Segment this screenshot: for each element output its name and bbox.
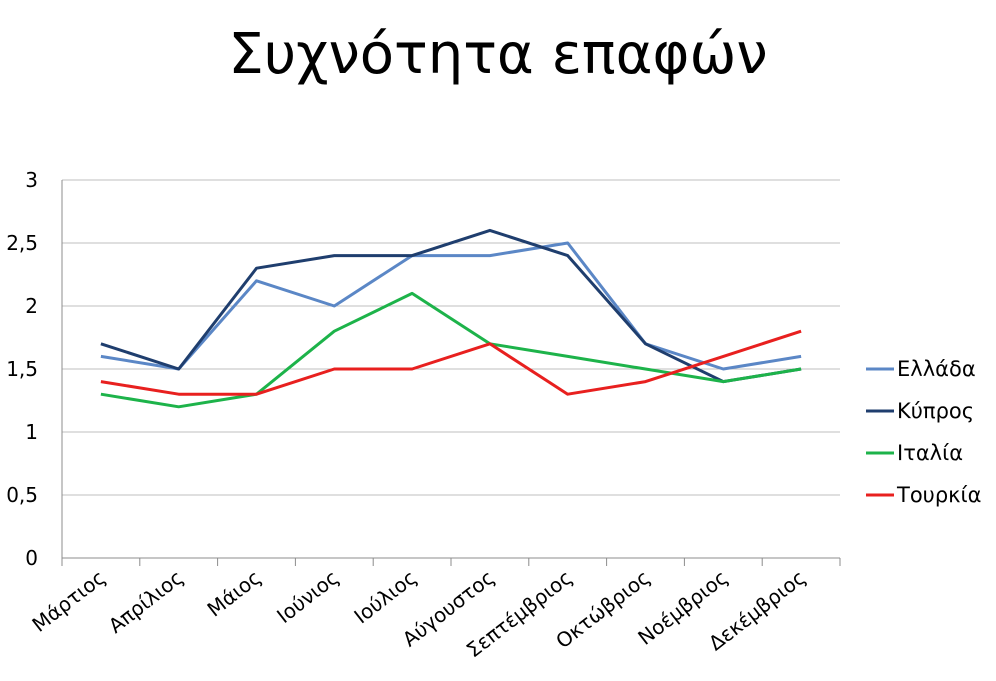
x-tick-label: Ιούνιος xyxy=(272,565,343,628)
y-tick-label: 1,5 xyxy=(6,357,38,381)
chart-title: Συχνότητα επαφών xyxy=(228,22,768,87)
x-tick-label: Μάρτιος xyxy=(27,565,109,637)
series-line xyxy=(100,228,802,384)
series-line xyxy=(100,329,802,396)
series-lines xyxy=(100,228,802,409)
legend-label: Κύπρος xyxy=(897,399,974,423)
y-tick-label: 3 xyxy=(25,168,38,192)
axes xyxy=(61,180,841,566)
y-tick-label: 2 xyxy=(25,294,38,318)
legend-item: Τουρκία xyxy=(866,483,981,507)
gridlines xyxy=(62,179,840,496)
legend-label: Ελλάδα xyxy=(897,357,976,381)
x-tick-label: Ιούλιος xyxy=(349,565,421,628)
series-line xyxy=(100,291,802,409)
legend-label: Ιταλία xyxy=(897,441,963,465)
y-tick-label: 1 xyxy=(25,420,38,444)
legend-label: Τουρκία xyxy=(896,483,981,507)
y-tick-label: 2,5 xyxy=(6,231,38,255)
legend-item: Κύπρος xyxy=(866,399,974,423)
y-tick-label: 0,5 xyxy=(6,483,38,507)
legend-item: Ιταλία xyxy=(866,441,963,465)
legend-item: Ελλάδα xyxy=(866,357,976,381)
y-tick-label: 0 xyxy=(25,546,38,570)
legend: Ελλάδα Κύπρος Ιταλία Τουρκία xyxy=(866,357,981,507)
series-line xyxy=(100,241,802,371)
x-tick-label: Απρίλιος xyxy=(104,565,188,638)
x-tick-label: Μάιος xyxy=(203,565,266,622)
y-tick-labels: 0 0,5 1 1,5 2 2,5 3 xyxy=(6,168,38,570)
